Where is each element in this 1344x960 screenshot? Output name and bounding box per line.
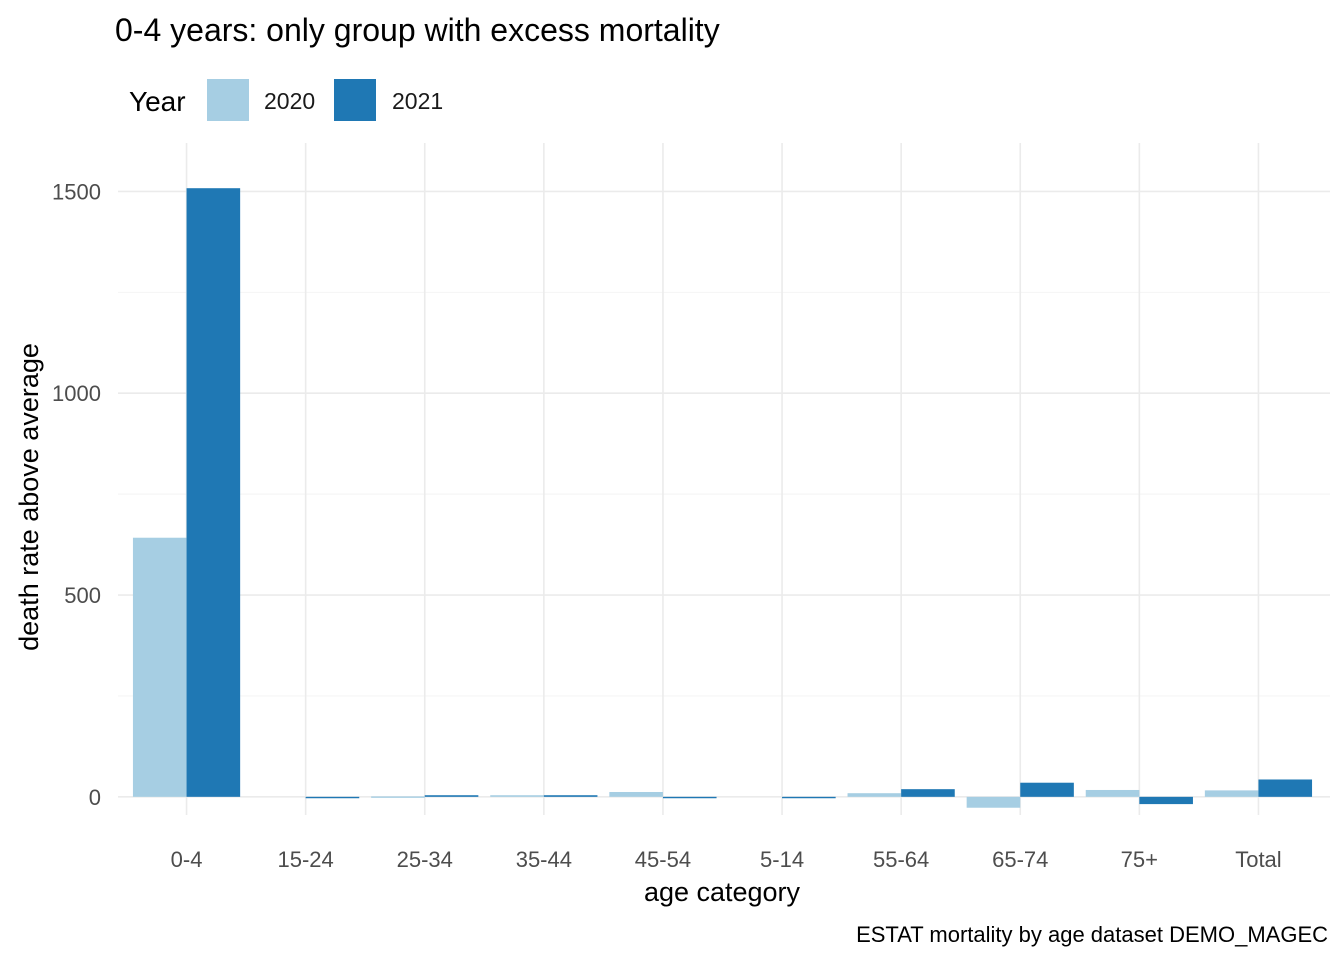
legend-title: Year: [129, 86, 186, 117]
bar-2020-Total: [1204, 790, 1259, 797]
bar-2021-0-4: [186, 188, 241, 797]
legend-label-2021: 2021: [392, 88, 443, 114]
x-tick-label: 35-44: [516, 847, 572, 872]
legend: Year 2020 2021: [129, 79, 443, 121]
x-tick-label: 5-14: [760, 847, 804, 872]
bar-2020-65-74: [966, 796, 1021, 808]
bar-2020-35-44: [490, 795, 544, 797]
bar-2021-25-34: [424, 795, 479, 797]
x-tick-label: 25-34: [397, 847, 453, 872]
chart-caption: ESTAT mortality by age dataset DEMO_MAGE…: [856, 922, 1328, 947]
bar-2021-15-24: [305, 796, 360, 799]
bar-2021-35-44: [543, 795, 598, 797]
x-tick-label: 75+: [1121, 847, 1158, 872]
bars: [132, 188, 1313, 808]
y-tick-label: 0: [89, 785, 101, 810]
bar-2020-0-4: [132, 537, 187, 797]
x-tick-label: 15-24: [278, 847, 334, 872]
bar-2020-45-54: [609, 791, 663, 797]
x-tick-label: 55-64: [873, 847, 929, 872]
x-tick-label: 0-4: [171, 847, 203, 872]
bar-2021-45-54: [662, 796, 717, 799]
x-axis-title: age category: [644, 877, 801, 907]
x-tick-label: 65-74: [992, 847, 1048, 872]
legend-swatch-2020: [207, 79, 249, 121]
y-tick-label: 1000: [52, 381, 101, 406]
x-axis-ticks: 0-4 15-24 25-34 35-44 45-54 5-14 55-64 65-74 75+…: [171, 847, 1282, 872]
legend-swatch-2021: [334, 79, 376, 121]
y-tick-label: 1500: [52, 179, 101, 204]
bar-2021-75+: [1139, 796, 1193, 805]
grid: [118, 143, 1330, 815]
x-tick-label: 45-54: [635, 847, 691, 872]
bar-2021-5-14: [782, 796, 836, 799]
chart-title: 0-4 years: only group with excess mortal…: [115, 12, 720, 48]
y-tick-label: 500: [64, 583, 101, 608]
bar-2020-75+: [1085, 789, 1140, 797]
legend-label-2020: 2020: [264, 88, 315, 114]
bar-2020-55-64: [847, 793, 902, 797]
x-tick-label: Total: [1235, 847, 1281, 872]
bar-2021-55-64: [901, 789, 955, 797]
bar-2021-Total: [1258, 779, 1313, 797]
y-axis-title: death rate above average: [14, 343, 44, 651]
bar-2020-25-34: [371, 796, 425, 798]
y-axis-ticks: 0 500 1000 1500: [52, 179, 101, 809]
bar-2021-65-74: [1020, 782, 1074, 797]
